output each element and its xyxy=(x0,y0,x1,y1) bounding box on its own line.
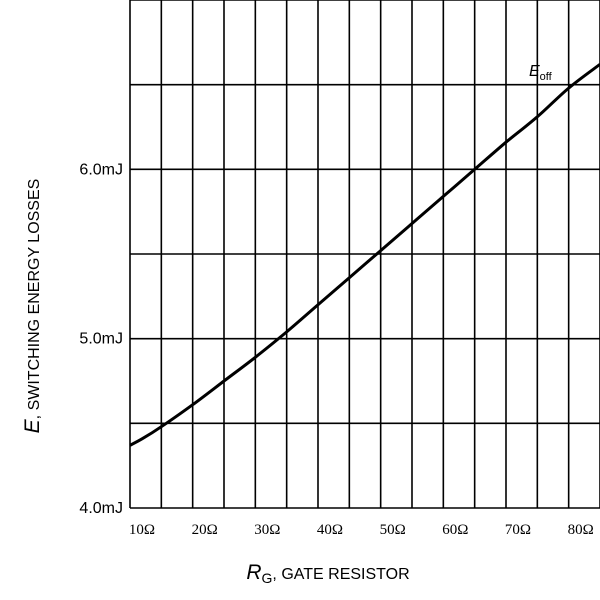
y-tick-labels: 4.0mJ 5.0mJ 6.0mJ xyxy=(79,161,123,517)
x-tick-label-1: 20Ω xyxy=(192,522,218,538)
series-label-eoff: Eoff xyxy=(529,63,553,83)
series-line-eoff xyxy=(129,63,600,447)
chart-grid xyxy=(129,0,600,509)
y-tick-label-1: 5.0mJ xyxy=(79,331,123,348)
x-tick-label-2: 30Ω xyxy=(254,522,280,538)
y-tick-label-2: 6.0mJ xyxy=(79,161,123,178)
x-tick-label-0: 10Ω xyxy=(129,522,155,538)
x-tick-label-5: 60Ω xyxy=(442,522,468,538)
x-tick-labels: 10Ω 20Ω 30Ω 40Ω 50Ω 60Ω 70Ω 80Ω xyxy=(129,522,594,538)
x-axis-label: RG, GATE RESISTOR xyxy=(246,561,409,586)
x-tick-label-3: 40Ω xyxy=(317,522,343,538)
x-tick-label-4: 50Ω xyxy=(380,522,406,538)
x-tick-label-7: 80Ω xyxy=(568,522,594,538)
y-axis-label: E, SWITCHING ENERGY LOSSES xyxy=(21,179,44,434)
x-tick-label-6: 70Ω xyxy=(505,522,531,538)
y-tick-label-0: 4.0mJ xyxy=(79,500,123,517)
